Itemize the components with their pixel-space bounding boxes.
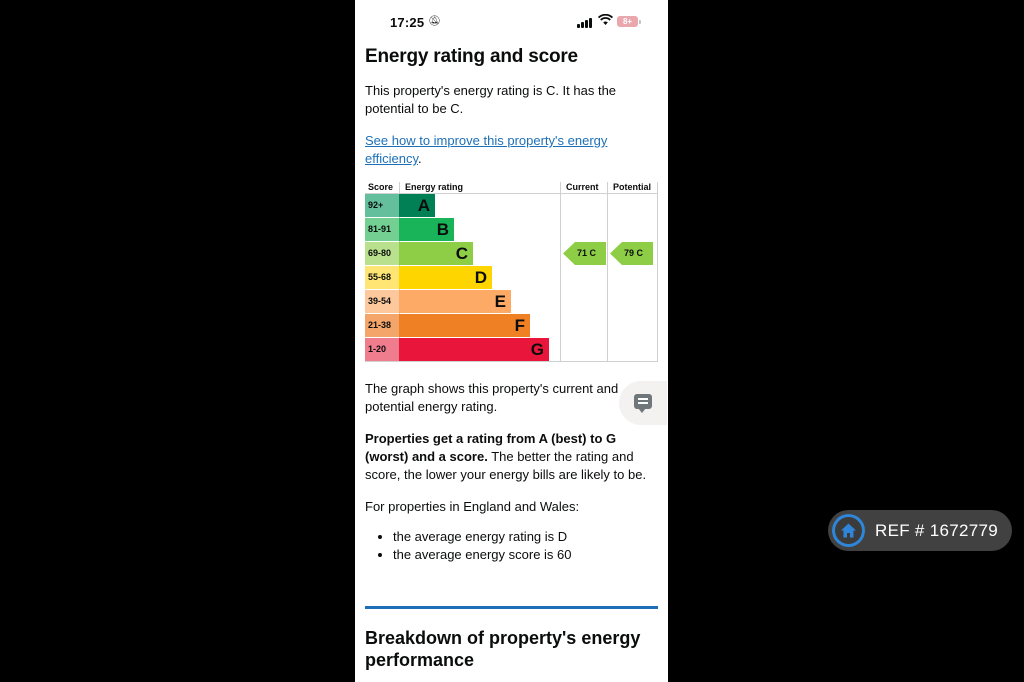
phone-screen: 17:25 🔕︎ 8+ Energy rating and score This… (355, 0, 668, 682)
silent-bell-icon: 🔕︎ (428, 16, 441, 27)
band-bar-g: G (399, 338, 549, 361)
header-divider (365, 193, 658, 194)
feedback-icon (634, 394, 652, 413)
band-letter: C (455, 244, 468, 263)
band-letter: E (494, 292, 506, 311)
averages-list: the average energy rating is D the avera… (365, 528, 659, 564)
band-letter: F (514, 316, 525, 335)
bottom-divider (365, 361, 658, 362)
column-divider (607, 182, 608, 362)
band-letter: D (474, 268, 487, 287)
england-wales-text: For properties in England and Wales: (365, 499, 580, 514)
ref-badge: REF # 1672779 (828, 510, 1012, 551)
current-rating-arrow: 71 C (563, 242, 606, 265)
band-score-b: 81-91 (365, 218, 399, 241)
band-letter: B (436, 220, 449, 239)
status-time: 17:25 (390, 15, 425, 30)
page-title: Energy rating and score (365, 46, 578, 67)
band-score-a: 92+ (365, 194, 399, 217)
status-bar: 17:25 🔕︎ 8+ (355, 0, 668, 40)
band-bar-e: E (399, 290, 511, 313)
link-suffix: . (418, 151, 422, 166)
column-divider (560, 182, 561, 362)
home-icon (832, 514, 865, 547)
wifi-icon (598, 14, 613, 25)
rating-explanation: Properties get a rating from A (best) to… (365, 430, 659, 484)
band-bar-c: C (399, 242, 473, 265)
band-score-e: 39-54 (365, 290, 399, 313)
header-energy-rating: Energy rating (405, 182, 464, 192)
band-letter: A (417, 196, 430, 215)
feedback-button[interactable] (619, 381, 667, 425)
column-divider (657, 182, 658, 362)
section-divider (365, 606, 658, 609)
band-bar-a: A (399, 194, 435, 217)
ref-number: REF # 1672779 (875, 521, 998, 540)
band-score-d: 55-68 (365, 266, 399, 289)
rating-explanation-bold: Properties get a rating from A (best) to… (365, 431, 617, 464)
breakdown-heading: Breakdown of property's energy performan… (365, 628, 641, 670)
band-letter: G (530, 340, 544, 359)
band-bar-d: D (399, 266, 492, 289)
band-bar-b: B (399, 218, 454, 241)
rating-explanation-rest: The better the rating and score, the low… (365, 449, 647, 482)
header-current: Current (566, 182, 599, 192)
current-rating-label: 71 C (577, 248, 597, 258)
battery-tip (639, 20, 641, 24)
list-item: the average energy score is 60 (393, 546, 659, 564)
header-potential: Potential (613, 182, 652, 192)
band-score-f: 21-38 (365, 314, 399, 337)
battery-icon: 8+ (617, 16, 638, 27)
improve-paragraph: See how to improve this property's energ… (365, 132, 659, 168)
potential-rating-label: 79 C (624, 248, 644, 258)
cellular-signal-icon (577, 17, 593, 28)
intro-text: This property's energy rating is C. It h… (365, 83, 617, 116)
band-score-g: 1-20 (365, 338, 399, 361)
improve-efficiency-link[interactable]: See how to improve this property's energ… (365, 133, 608, 166)
potential-rating-arrow: 79 C (610, 242, 653, 265)
header-score: Score (368, 182, 394, 192)
graph-note: The graph shows this property's current … (365, 381, 619, 414)
band-bar-f: F (399, 314, 530, 337)
energy-rating-chart: Score Energy rating Current Potential 92… (365, 182, 658, 362)
list-item: the average energy rating is D (393, 528, 659, 546)
band-score-c: 69-80 (365, 242, 399, 265)
